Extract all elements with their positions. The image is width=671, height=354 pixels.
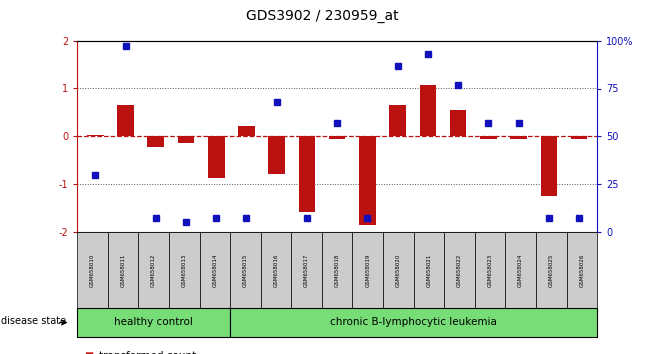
Bar	[450, 110, 466, 136]
Bar	[299, 136, 315, 212]
Text: GSM658018: GSM658018	[335, 253, 340, 287]
Text: GSM658019: GSM658019	[365, 253, 370, 287]
Text: ■: ■	[84, 352, 93, 354]
Text: GSM658020: GSM658020	[396, 253, 401, 287]
Text: GSM658015: GSM658015	[243, 253, 248, 287]
Text: GSM658013: GSM658013	[182, 253, 187, 287]
Text: GSM658022: GSM658022	[457, 253, 462, 287]
Bar	[117, 105, 134, 136]
Text: GSM658023: GSM658023	[488, 253, 493, 287]
Bar	[419, 85, 436, 136]
Bar	[178, 136, 195, 143]
Bar	[359, 136, 376, 225]
Bar	[268, 136, 285, 173]
Text: chronic B-lymphocytic leukemia: chronic B-lymphocytic leukemia	[330, 318, 497, 327]
Text: GSM658010: GSM658010	[90, 253, 95, 287]
Text: GSM658017: GSM658017	[304, 253, 309, 287]
Bar	[510, 136, 527, 139]
Text: disease state: disease state	[1, 316, 66, 326]
Bar	[571, 136, 587, 139]
Bar	[208, 136, 225, 178]
Text: healthy control: healthy control	[114, 318, 193, 327]
Text: GDS3902 / 230959_at: GDS3902 / 230959_at	[246, 9, 399, 23]
Text: GSM658011: GSM658011	[121, 253, 125, 287]
Bar	[480, 136, 497, 139]
Text: GSM658021: GSM658021	[427, 253, 431, 287]
Bar	[87, 135, 103, 136]
Text: GSM658012: GSM658012	[151, 253, 156, 287]
Bar	[541, 136, 557, 196]
Bar	[238, 126, 255, 136]
Bar	[389, 105, 406, 136]
Bar	[329, 136, 346, 139]
Text: GSM658014: GSM658014	[212, 253, 217, 287]
Text: transformed count: transformed count	[99, 352, 196, 354]
Bar	[148, 136, 164, 147]
Text: GSM658016: GSM658016	[274, 253, 278, 287]
Text: GSM658026: GSM658026	[579, 253, 584, 287]
Text: GSM658024: GSM658024	[518, 253, 523, 287]
Text: GSM658025: GSM658025	[549, 253, 554, 287]
